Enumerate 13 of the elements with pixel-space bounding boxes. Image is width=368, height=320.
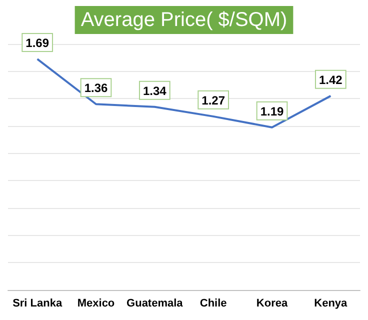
x-tick-label: Kenya <box>314 298 348 310</box>
chart-title: Average Price( $/SQM) <box>80 9 288 31</box>
x-tick-label: Korea <box>256 298 288 310</box>
data-label: 1.36 <box>84 81 108 96</box>
x-tick-label: Mexico <box>77 298 115 310</box>
x-tick-label: Sri Lanka <box>12 298 63 310</box>
data-label: 1.69 <box>26 36 50 50</box>
data-label: 1.19 <box>260 104 284 118</box>
x-tick-label: Chile <box>200 298 227 310</box>
data-label: 1.34 <box>142 84 167 98</box>
data-label: 1.27 <box>202 93 226 108</box>
data-label: 1.42 <box>318 72 343 87</box>
x-tick-label: Guatemala <box>126 298 184 310</box>
